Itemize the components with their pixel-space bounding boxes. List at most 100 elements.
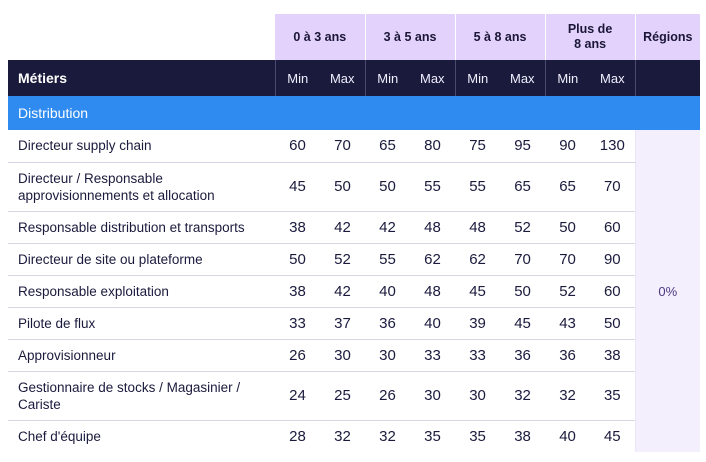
salary-cell: 36 (365, 307, 411, 340)
salary-cell: 55 (410, 162, 456, 212)
salary-cell: 75 (455, 130, 501, 163)
salary-cell: 70 (320, 130, 366, 163)
group-header-0-3: 0 à 3 ans (275, 14, 366, 60)
salary-cell: 36 (545, 339, 591, 372)
salary-cell: 30 (410, 371, 456, 421)
job-title: Chef d'équipe (8, 420, 275, 452)
salary-cell: 60 (590, 211, 636, 244)
max-header: Max (510, 70, 535, 86)
salary-cell: 25 (320, 371, 366, 421)
salary-cell: 35 (590, 371, 636, 421)
salary-cell: 50 (500, 275, 546, 308)
regions-value: 0% (634, 130, 701, 452)
salary-cell: 50 (275, 243, 320, 276)
salary-cell: 45 (455, 275, 501, 308)
salary-cell: 40 (410, 307, 456, 340)
salary-cell: 24 (275, 371, 320, 421)
salary-cell: 45 (590, 420, 636, 452)
job-title: Directeur / Responsable approvisionnemen… (8, 162, 275, 212)
min-header: Min (454, 60, 501, 96)
salary-cell: 38 (500, 420, 546, 452)
salary-cell: 70 (590, 162, 636, 212)
salary-cell: 43 (545, 307, 591, 340)
table-row: Approvisionneur 26 30 30 33 33 36 36 38 (8, 339, 700, 372)
job-title: Responsable exploitation (8, 275, 275, 308)
table-row: Directeur de site ou plateforme 50 52 55… (8, 243, 700, 276)
min-header: Min (274, 60, 320, 96)
salary-cell: 50 (320, 162, 366, 212)
salary-cell: 36 (500, 339, 546, 372)
max-header: Max (419, 70, 445, 86)
salary-cell: 26 (365, 371, 411, 421)
table-row: Directeur supply chain 60 70 65 80 75 95… (8, 130, 701, 452)
salary-cell: 42 (365, 211, 411, 244)
group-header-regions: Régions (634, 14, 701, 60)
min-header: Min (364, 60, 411, 96)
experience-group-header-row: 0 à 3 ans 3 à 5 ans 5 à 8 ans Plus de 8 … (8, 14, 701, 60)
salary-cell: 80 (410, 130, 456, 163)
salary-cell: 30 (455, 371, 501, 421)
group-header-8-plus-label: Plus de 8 ans (567, 22, 613, 51)
group-header-5-8: 5 à 8 ans (454, 14, 546, 60)
section-row: Distribution (8, 96, 701, 130)
max-header: Max (329, 70, 355, 86)
salary-cell: 55 (455, 162, 501, 212)
salary-cell: 38 (590, 339, 636, 372)
salary-cell: 130 (590, 130, 636, 163)
jobs-column-header: Métiers (18, 70, 68, 86)
salary-cell: 90 (545, 130, 591, 163)
salary-cell: 50 (545, 211, 591, 244)
salary-cell: 70 (545, 243, 591, 276)
group-header-8-plus: Plus de 8 ans (544, 14, 636, 60)
salary-cell: 38 (275, 211, 320, 244)
salary-cell: 60 (590, 275, 636, 308)
salary-cell: 50 (590, 307, 636, 340)
salary-cell: 65 (500, 162, 546, 212)
table-row: Responsable distribution et transports 3… (8, 211, 700, 244)
salary-cell: 32 (500, 371, 546, 421)
salary-cell: 37 (320, 307, 366, 340)
salary-cell: 50 (365, 162, 411, 212)
salary-cell: 45 (500, 307, 546, 340)
job-title: Directeur de site ou plateforme (8, 243, 275, 276)
salary-cell: 52 (500, 211, 546, 244)
salary-cell: 33 (410, 339, 456, 372)
salary-cell: 52 (320, 243, 366, 276)
salary-cell: 95 (500, 130, 546, 163)
salary-cell: 52 (545, 275, 591, 308)
salary-cell: 62 (455, 243, 501, 276)
table-row: Pilote de flux 33 37 36 40 39 45 43 50 (8, 307, 700, 340)
salary-cell: 62 (410, 243, 456, 276)
salary-cell: 90 (590, 243, 636, 276)
salary-cell: 33 (455, 339, 501, 372)
section-title: Distribution (8, 96, 701, 130)
job-title: Approvisionneur (8, 339, 275, 372)
salary-cell: 35 (410, 420, 456, 452)
salary-cell: 42 (320, 211, 366, 244)
min-header: Min (544, 60, 591, 96)
job-title: Responsable distribution et transports (8, 211, 275, 244)
table-row: Chef d'équipe 28 32 32 35 35 38 40 45 (8, 420, 700, 452)
salary-cell: 40 (545, 420, 591, 452)
job-title: Pilote de flux (8, 307, 275, 340)
salary-cell: 32 (545, 371, 591, 421)
salary-cell: 48 (410, 275, 456, 308)
job-title: Directeur supply chain (8, 130, 275, 163)
salary-cell: 30 (320, 339, 366, 372)
salary-cell: 39 (455, 307, 501, 340)
salary-cell: 65 (365, 130, 411, 163)
column-header-row: Métiers Min Max Min Max Min Max Min Max (8, 60, 701, 96)
salary-cell: 30 (365, 339, 411, 372)
salary-cell: 42 (320, 275, 366, 308)
regions-header-blank (634, 60, 701, 96)
table-row: Directeur / Responsable approvisionnemen… (8, 162, 700, 212)
salary-cell: 26 (275, 339, 320, 372)
salary-cell: 40 (365, 275, 411, 308)
salary-cell: 60 (275, 130, 320, 163)
salary-table: 0 à 3 ans 3 à 5 ans 5 à 8 ans Plus de 8 … (8, 14, 701, 452)
empty-header-corner (8, 14, 275, 60)
salary-cell: 48 (455, 211, 501, 244)
salary-cell: 70 (500, 243, 546, 276)
salary-cell: 45 (275, 162, 320, 212)
salary-cell: 33 (275, 307, 320, 340)
